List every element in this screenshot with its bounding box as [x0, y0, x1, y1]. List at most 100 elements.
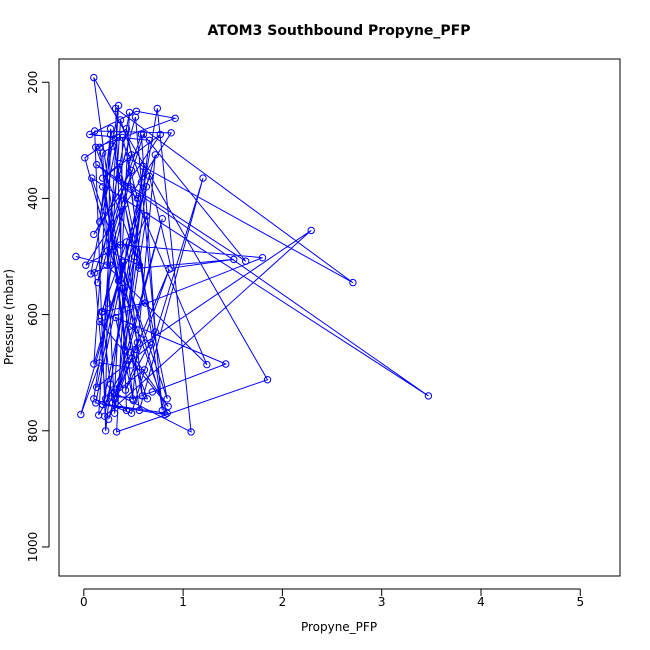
data-point — [108, 142, 117, 150]
data-point — [106, 261, 115, 269]
data-point — [99, 400, 107, 409]
data-point — [135, 264, 144, 272]
data-point — [99, 149, 107, 157]
data-point — [142, 183, 151, 191]
data-point — [163, 395, 171, 403]
data-point — [99, 174, 107, 182]
data-point — [153, 104, 162, 113]
data-point — [127, 166, 136, 175]
data-point — [158, 215, 167, 223]
data-point — [145, 136, 154, 145]
data-point — [90, 230, 98, 239]
x-tick-label: 3 — [378, 595, 386, 609]
data-point — [115, 159, 124, 168]
data-point — [424, 392, 433, 400]
data-point — [142, 212, 151, 220]
data-point — [242, 257, 250, 265]
data-point — [113, 133, 122, 142]
data-point — [122, 238, 131, 246]
data-point — [96, 317, 104, 326]
data-point — [90, 73, 98, 82]
data-point — [143, 395, 152, 403]
data-point — [147, 341, 156, 349]
series-line — [75, 77, 429, 433]
data-point — [106, 125, 115, 133]
data-point — [130, 252, 139, 261]
data-point — [104, 247, 112, 255]
data-point — [110, 395, 119, 403]
data-point — [133, 194, 142, 203]
data-point — [263, 376, 272, 384]
data-point — [163, 409, 171, 417]
data-point — [307, 226, 315, 235]
data-point — [349, 278, 357, 287]
data-point — [230, 255, 238, 264]
data-point — [203, 360, 211, 369]
data-point — [167, 264, 175, 272]
data-point — [95, 411, 103, 419]
data-point — [222, 360, 230, 368]
data-point — [151, 151, 160, 159]
data-point — [118, 258, 127, 266]
data-point — [88, 174, 96, 182]
data-point — [129, 396, 138, 405]
data-point — [92, 399, 100, 407]
data-point — [164, 402, 172, 411]
data-point — [139, 130, 148, 139]
data-point — [118, 133, 127, 142]
data-point — [151, 328, 160, 336]
data-point — [137, 178, 146, 186]
data-point — [148, 388, 157, 396]
data-point — [90, 395, 98, 403]
data-point — [118, 284, 127, 293]
y-tick-label: 600 — [26, 303, 40, 326]
data-point — [137, 130, 146, 139]
data-point — [91, 127, 99, 135]
data-point — [122, 125, 131, 133]
data-point — [81, 154, 89, 162]
data-point — [125, 322, 134, 330]
data-point — [121, 386, 130, 394]
data-point — [99, 183, 107, 191]
y-axis-label: Pressure (mbar) — [2, 269, 16, 365]
data-point — [86, 130, 94, 139]
data-point — [156, 130, 165, 139]
data-point — [96, 359, 104, 367]
data-point — [82, 261, 90, 269]
data-point — [112, 428, 121, 436]
data-point — [77, 410, 85, 419]
data-point — [115, 383, 124, 391]
data-point — [135, 406, 144, 415]
x-tick-label: 4 — [477, 595, 485, 609]
y-axis: 200 400 600 800 1000 — [26, 71, 50, 562]
data-point — [93, 383, 101, 391]
data-point — [139, 162, 148, 171]
data-point — [140, 366, 149, 374]
data-point — [96, 143, 104, 152]
data-point — [126, 183, 135, 191]
data-point — [133, 338, 142, 347]
y-tick-label: 400 — [26, 187, 40, 210]
data-point — [106, 130, 115, 139]
x-tick-label: 5 — [576, 595, 584, 609]
data-point — [114, 174, 123, 182]
data-point — [91, 269, 99, 277]
data-point — [116, 241, 125, 249]
data-point — [125, 108, 134, 117]
data-point — [199, 174, 207, 182]
x-axis: 0 1 2 3 4 5 — [80, 588, 584, 609]
plot-frame — [58, 58, 621, 577]
data-point — [120, 200, 129, 208]
data-point — [132, 107, 141, 116]
series-layer — [72, 73, 433, 436]
y-tick-label: 200 — [26, 71, 40, 94]
data-point — [87, 270, 95, 278]
data-point — [167, 129, 175, 137]
data-point — [99, 308, 107, 316]
data-point — [111, 104, 120, 113]
data-point — [128, 395, 137, 403]
data-point — [96, 218, 104, 226]
data-point — [141, 299, 150, 307]
data-point — [103, 261, 111, 269]
